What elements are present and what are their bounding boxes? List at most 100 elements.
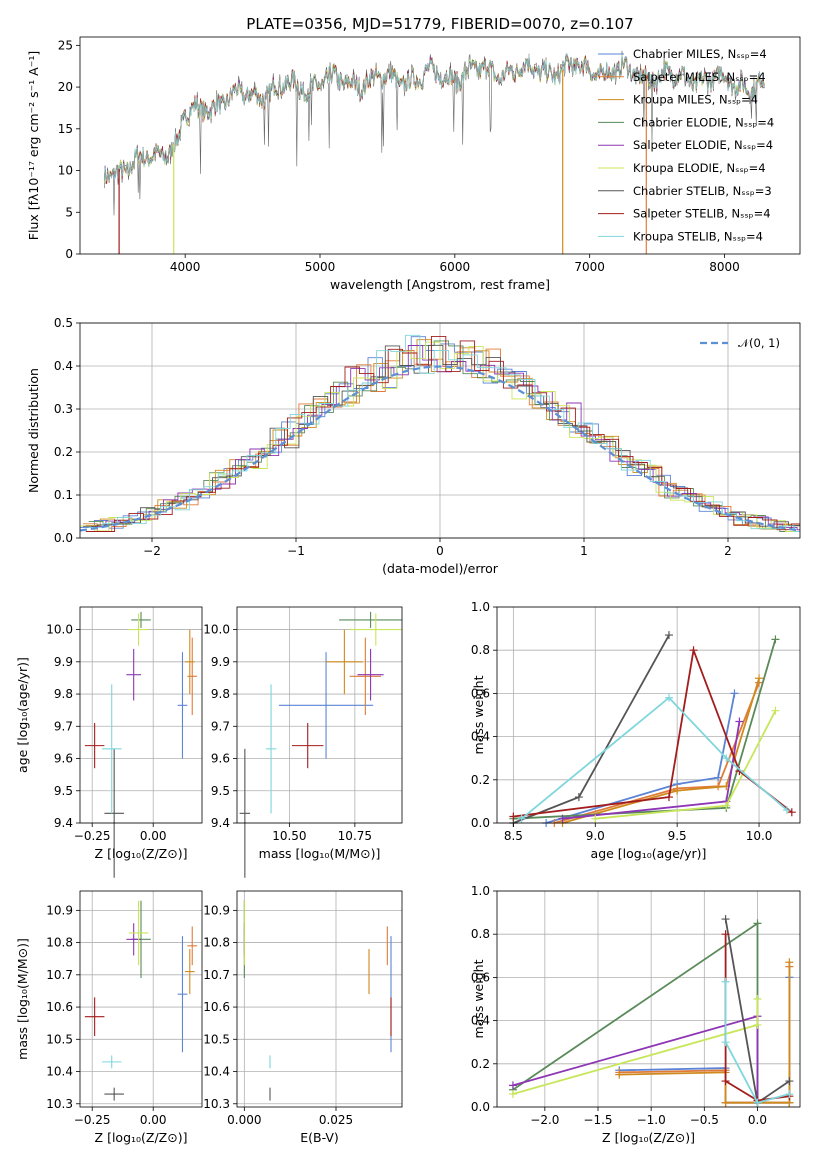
y-tick-label: 9.9 <box>54 655 73 669</box>
errorbar-kroupa_miles <box>184 949 195 995</box>
residuals-panel: −2 −1 0 1 2 0.0 0.1 0.2 0.3 0.4 0.5 (data-model)/er… <box>26 316 801 576</box>
x-tick-label: 2 <box>724 544 732 558</box>
weight-marker-kroupa_stelib <box>721 1038 730 1047</box>
x-axis-label: wavelength [Angstrom, rest frame] <box>330 277 550 292</box>
x-tick-label: −0.25 <box>74 829 111 843</box>
errorbar-chabrier_stelib <box>104 748 124 878</box>
mass-vs-metallicity-panel: −0.25 0.00 10.3 10.4 10.5 10.6 10.7 10.8 10.9 Z [… <box>15 890 203 1145</box>
weight-marker-chabrier_elodie <box>753 919 762 928</box>
y-axis-label: mass [log₁₀(M/M⊙)] <box>15 938 30 1060</box>
y-tick-label: 9.7 <box>54 719 73 733</box>
x-tick-label: 8000 <box>709 260 740 274</box>
weight-marker-kroupa_elodie <box>508 1090 517 1099</box>
x-tick-label: 0.025 <box>319 1113 353 1127</box>
y-axis-label: mass weight <box>471 959 486 1038</box>
y-tick-label: 0.2 <box>471 1057 490 1071</box>
y-tick-label: 10.8 <box>46 936 73 950</box>
y-tick-label: 10.7 <box>46 968 73 982</box>
errorbar-salpeter_elodie <box>126 648 141 701</box>
weight-marker-kroupa_elodie <box>771 706 780 715</box>
x-tick-label: −2 <box>143 544 161 558</box>
x-axis-label: (data-model)/error <box>382 561 499 576</box>
weight-vs-age-panel: 8.5 9.0 9.5 10.0 0.0 0.2 0.4 0.6 0.8 1.0 age [log₁… <box>471 600 801 861</box>
y-tick-label: 10.5 <box>46 1032 73 1046</box>
age-vs-mass-panel: 10.50 10.75 9.4 9.5 9.6 9.7 9.8 9.9 10.0 mass [lo… <box>203 606 403 878</box>
legend-entry: 𝒩(0, 1) <box>738 336 780 350</box>
residual-histogram-salpeter_stelib <box>85 335 800 532</box>
errorbar-salpeter_stelib <box>84 723 105 769</box>
y-tick-label: 10 <box>58 164 73 178</box>
legend-entry: Kroupa STELIB, Nₛₛₚ=4 <box>633 229 763 243</box>
plot-area <box>84 900 198 1101</box>
x-tick-label: 0.0 <box>748 1113 767 1127</box>
errorbar-chabrier_stelib <box>239 748 251 878</box>
weight-marker-kroupa_stelib <box>753 1098 762 1107</box>
y-tick-label: 10.6 <box>46 1000 73 1014</box>
x-axis-label: Z [log₁₀(Z/Z⊙)] <box>95 846 188 861</box>
y-tick-label: 10.5 <box>203 1032 230 1046</box>
axes-frame <box>79 890 203 1108</box>
y-tick-label: 10.4 <box>46 1065 73 1079</box>
y-tick-label: 9.8 <box>211 687 230 701</box>
plot-area <box>243 900 392 1101</box>
y-tick-label: 9.4 <box>54 816 73 830</box>
y-tick-label: 9.6 <box>211 752 230 766</box>
y-tick-label: 0.8 <box>471 643 490 657</box>
legend-entry: Kroupa ELODIE, Nₛₛₚ=4 <box>633 161 766 175</box>
weight-marker-kroupa_elodie <box>722 801 731 810</box>
residual-histogram-kroupa_stelib <box>88 334 800 532</box>
x-tick-label: 0 <box>436 544 444 558</box>
x-tick-label: 9.5 <box>668 829 687 843</box>
weight-marker-kroupa_elodie <box>753 1020 762 1029</box>
weight-marker-chabrier_stelib <box>785 1077 794 1086</box>
errorbar-kroupa_stelib <box>101 684 122 814</box>
y-tick-label: 5 <box>65 205 73 219</box>
weight-marker-chabrier_elodie <box>771 635 780 644</box>
x-tick-label: 7000 <box>574 260 605 274</box>
y-tick-label: 9.5 <box>211 784 230 798</box>
legend-entry: Salpeter MILES, Nₛₛₚ=4 <box>633 70 766 84</box>
x-tick-label: 10.0 <box>746 829 773 843</box>
y-tick-label: 0.4 <box>471 1014 490 1028</box>
errorbar-chabrier_miles <box>177 936 188 1053</box>
weight-marker-kroupa_miles <box>755 674 764 683</box>
weight-marker-kroupa_stelib <box>722 754 731 763</box>
errorbar-kroupa_elodie <box>349 613 402 646</box>
errorbar-salpeter_miles <box>349 637 382 715</box>
x-tick-label: −1 <box>287 544 305 558</box>
axes-frame <box>79 36 801 255</box>
plot-area <box>84 611 198 878</box>
plot-area <box>239 611 402 878</box>
y-tick-label: 9.8 <box>54 687 73 701</box>
x-tick-label: 10.50 <box>272 829 306 843</box>
weight-marker-kroupa_stelib <box>517 814 526 823</box>
y-tick-label: 0.0 <box>471 816 490 830</box>
y-tick-label: 0.6 <box>471 686 490 700</box>
y-tick-label: 20 <box>58 80 73 94</box>
y-tick-label: 0.6 <box>471 970 490 984</box>
weight-line-chabrier_elodie <box>513 639 777 820</box>
weight-marker-chabrier_stelib <box>574 793 583 802</box>
y-axis-label: Normed distribution <box>26 368 41 493</box>
weight-marker-salpeter_elodie <box>735 717 744 726</box>
x-tick-label: −0.25 <box>74 1113 111 1127</box>
y-tick-label: 0.1 <box>54 488 73 502</box>
errorbar-chabrier_stelib <box>104 1087 124 1101</box>
y-tick-label: 9.5 <box>54 784 73 798</box>
y-tick-label: 0.2 <box>471 773 490 787</box>
residual-histogram-chabrier_elodie <box>88 340 800 532</box>
y-axis-label: mass weight <box>471 675 486 754</box>
y-tick-label: 0 <box>65 247 73 261</box>
weight-marker-salpeter_stelib <box>721 1077 730 1086</box>
axes-frame <box>496 890 801 1108</box>
errorbar-kroupa_stelib <box>101 1055 122 1069</box>
weight-marker-kroupa_elodie <box>753 995 762 1003</box>
weight-marker-kroupa_miles <box>721 1098 730 1107</box>
x-tick-label: 0.00 <box>140 1113 167 1127</box>
weight-marker-kroupa_miles <box>673 786 682 795</box>
normal-curve <box>79 365 801 532</box>
errorbar-chabrier_miles <box>177 652 188 759</box>
x-tick-label: −0.5 <box>690 1113 719 1127</box>
y-tick-label: 9.9 <box>211 655 230 669</box>
y-tick-label: 25 <box>58 38 73 52</box>
